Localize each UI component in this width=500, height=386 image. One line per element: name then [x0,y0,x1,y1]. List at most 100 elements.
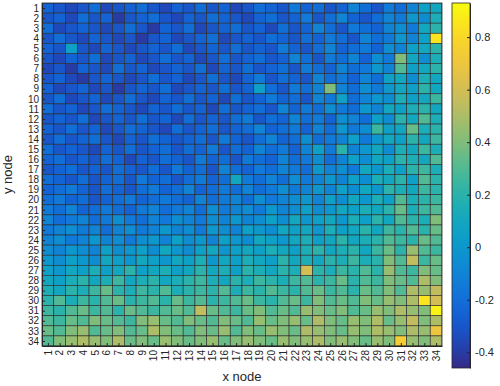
heatmap-cell [430,134,442,144]
heatmap-cell [113,205,125,215]
heatmap-cell [160,195,172,205]
heatmap-cell [136,205,148,215]
heatmap-cell [277,23,289,33]
heatmap-cell [395,43,407,53]
x-tick-mark [436,343,437,346]
heatmap-cell [395,154,407,164]
y-tick-mark [42,169,45,170]
x-tick-label: 23 [301,350,312,362]
heatmap-cell [242,124,254,134]
heatmap-cell [360,265,372,275]
heatmap-cell [383,316,395,326]
heatmap-cell [313,235,325,245]
heatmap-cell [395,215,407,225]
x-tick: 11 [160,343,171,360]
heatmap-cell [289,316,301,326]
heatmap-cell [160,64,172,74]
heatmap-cell [313,134,325,144]
heatmap-cell [160,306,172,316]
heatmap-cell [348,64,360,74]
heatmap-cell [348,336,360,346]
heatmap-cell [171,275,183,285]
heatmap-cell [54,154,66,164]
heatmap-cell [336,164,348,174]
heatmap-cell [183,336,195,346]
heatmap-cell [242,114,254,124]
heatmap-cell [348,296,360,306]
heatmap-cell [254,265,266,275]
heatmap-cell [42,94,54,104]
x-tick: 6 [101,343,112,356]
heatmap-cell [195,53,207,63]
heatmap-cell [277,195,289,205]
heatmap-cell [160,84,172,94]
heatmap-cell [254,43,266,53]
heatmap-cell [54,245,66,255]
x-tick: 16 [219,343,230,361]
heatmap-cell [430,265,442,275]
heatmap-cell [313,64,325,74]
heatmap-cell [336,134,348,144]
heatmap-cell [324,245,336,255]
heatmap-cell [313,114,325,124]
heatmap-cell [313,225,325,235]
heatmap-cell [254,195,266,205]
heatmap-cell [254,336,266,346]
heatmap-cell [301,43,313,53]
heatmap-cell [324,23,336,33]
heatmap-cell [160,285,172,295]
heatmap-cell [395,306,407,316]
x-tick-mark [283,343,284,346]
heatmap-cell [289,235,301,245]
heatmap-cell [124,13,136,23]
heatmap-cell [407,275,419,285]
heatmap-cell [113,255,125,265]
heatmap-cell [207,84,219,94]
heatmap-cell [113,225,125,235]
heatmap-cell [301,33,313,43]
heatmap-cell [207,23,219,33]
heatmap-cell [360,114,372,124]
heatmap-cell [171,265,183,275]
heatmap-cell [218,296,230,306]
heatmap-cell [230,154,242,164]
heatmap-cell [195,104,207,114]
heatmap-cell [101,13,113,23]
y-tick-mark [42,79,45,80]
heatmap-cell [160,43,172,53]
heatmap-cell [66,23,78,33]
heatmap-cell [277,255,289,265]
heatmap-cell [42,144,54,154]
heatmap-cell [383,53,395,63]
heatmap-cell [148,3,160,13]
heatmap-cell [42,225,54,235]
heatmap-cell [171,326,183,336]
heatmap-cell [336,74,348,84]
heatmap-cell [418,3,430,13]
heatmap-cell [113,215,125,225]
heatmap-cell [301,235,313,245]
heatmap-cell [395,64,407,74]
heatmap-cell [218,134,230,144]
heatmap-cell [348,23,360,33]
heatmap-cell [218,285,230,295]
x-tick-label: 12 [172,350,183,362]
heatmap-cell [324,285,336,295]
heatmap-cell [77,144,89,154]
heatmap-cell [66,336,78,346]
heatmap-cell [324,235,336,245]
heatmap-cell [136,94,148,104]
heatmap-cell [289,275,301,285]
heatmap-cell [124,64,136,74]
heatmap-cell [360,205,372,215]
heatmap-cell [195,245,207,255]
heatmap-cell [336,285,348,295]
heatmap-cell [336,316,348,326]
heatmap-cell [395,245,407,255]
heatmap-cell [289,285,301,295]
heatmap-cell [148,185,160,195]
heatmap-cell [383,326,395,336]
heatmap-cell [124,255,136,265]
heatmap-cell [383,255,395,265]
heatmap-cell [207,235,219,245]
